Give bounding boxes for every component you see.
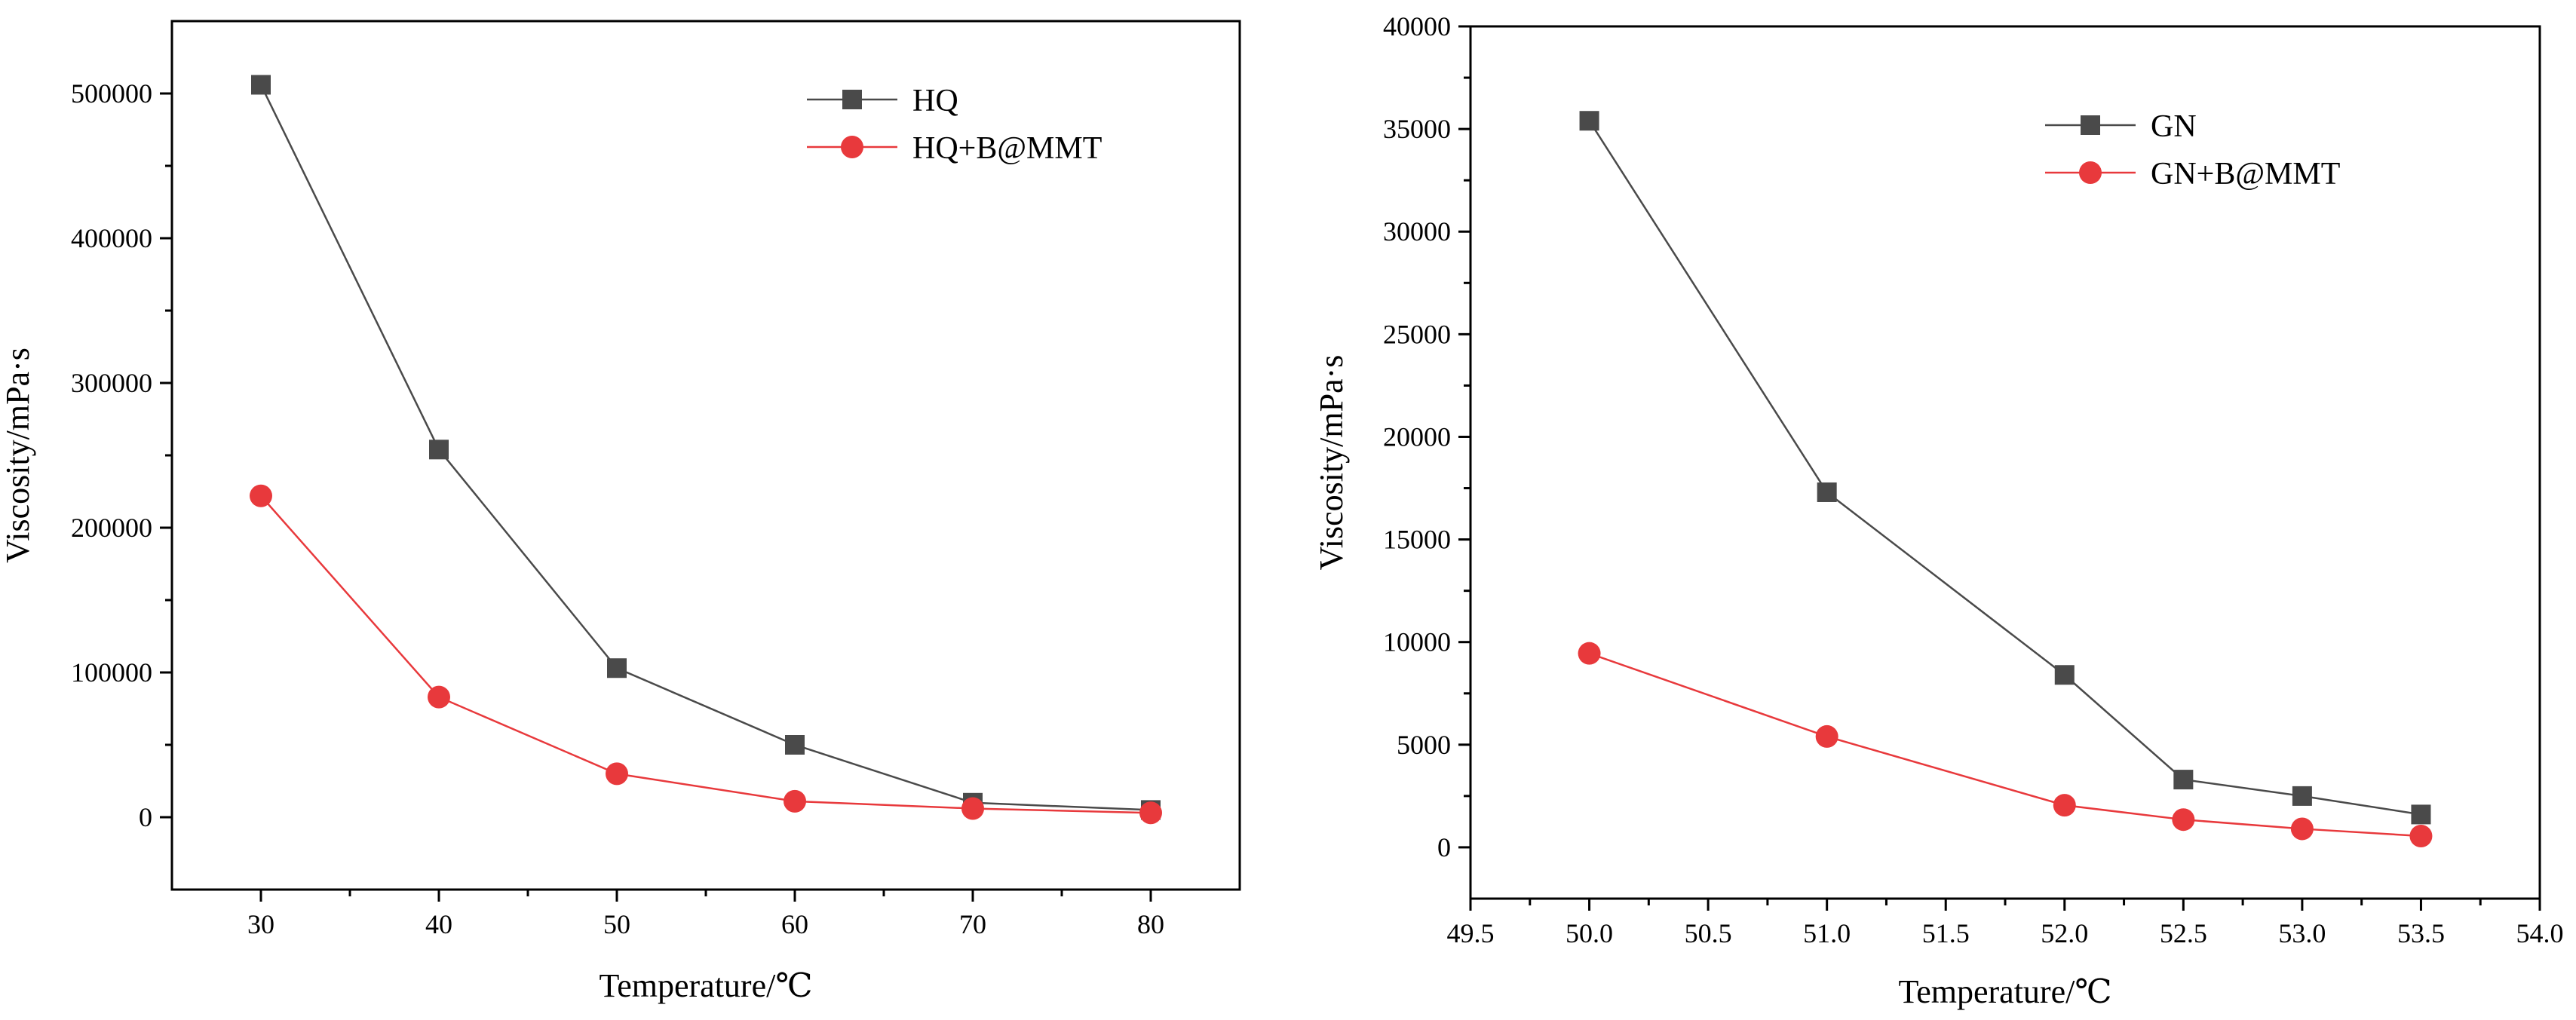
y-tick-label: 35000 bbox=[1383, 114, 1451, 144]
legend-label-gn: GN bbox=[2151, 109, 2197, 144]
x-tick-label: 80 bbox=[1137, 909, 1164, 939]
legend-label-hq: HQ bbox=[912, 84, 958, 118]
legend-marker-hq-b-mmt bbox=[841, 136, 863, 158]
x-tick-label: 49.5 bbox=[1447, 918, 1495, 948]
data-point-gn-b-mmt bbox=[1578, 642, 1601, 665]
y-axis-title: Viscosity/mPa·s bbox=[1313, 355, 1350, 571]
x-tick-label: 70 bbox=[959, 909, 986, 939]
x-tick-label: 54.0 bbox=[2516, 918, 2564, 948]
data-point-hq-b-mmt bbox=[784, 789, 806, 813]
x-tick-label: 53.5 bbox=[2397, 918, 2445, 948]
plot-frame bbox=[1469, 25, 2541, 900]
y-tick-label: 0 bbox=[1437, 832, 1451, 862]
y-tick-label: 100000 bbox=[71, 657, 152, 688]
x-axis-title: Temperature/℃ bbox=[1898, 973, 2111, 1010]
data-point-hq bbox=[429, 440, 449, 460]
data-point-gn-b-mmt bbox=[2172, 808, 2195, 832]
series-line-gn bbox=[1588, 120, 2421, 816]
data-point-gn-b-mmt bbox=[2290, 817, 2314, 841]
data-point-gn bbox=[2292, 786, 2312, 806]
y-axis-title: Viscosity/mPa·s bbox=[0, 348, 36, 563]
data-point-gn bbox=[2411, 804, 2431, 825]
y-tick-label: 10000 bbox=[1383, 627, 1451, 657]
data-point-gn-b-mmt bbox=[1815, 724, 1838, 748]
chart-gn-viscosity: 49.5 50.0 50.5 51.0 51.5 52.0 52.5 53.0 53.5 54.0… bbox=[1313, 11, 2564, 1010]
y-tick-label: 200000 bbox=[71, 513, 152, 543]
data-point-hq-b-mmt bbox=[428, 685, 450, 709]
data-point-gn bbox=[1817, 482, 1837, 502]
series-line-hq-b-mmt bbox=[260, 495, 1152, 814]
legend-marker-hq bbox=[842, 90, 862, 109]
y-tick-label: 20000 bbox=[1383, 421, 1451, 452]
legend-marker-gn bbox=[2081, 115, 2100, 135]
chart-hq-viscosity: 30 40 50 60 70 80 0 100000 200000 300000 400000 500… bbox=[0, 20, 1241, 1004]
data-point-gn-b-mmt bbox=[2409, 824, 2433, 847]
y-tick-label: 300000 bbox=[71, 368, 152, 398]
data-point-hq-b-mmt bbox=[1139, 801, 1162, 825]
x-tick-label: 52.0 bbox=[2041, 918, 2088, 948]
x-tick-label: 50.0 bbox=[1566, 918, 1613, 948]
series-line-hq bbox=[259, 84, 1152, 811]
data-point-gn-b-mmt bbox=[2053, 794, 2076, 817]
y-tick-label: 500000 bbox=[71, 78, 152, 109]
x-tick-label: 52.5 bbox=[2160, 918, 2207, 948]
data-point-gn bbox=[1579, 111, 1599, 131]
y-tick-label: 30000 bbox=[1383, 216, 1451, 247]
data-point-hq-b-mmt bbox=[250, 484, 272, 507]
x-tick-label: 51.5 bbox=[1922, 918, 1970, 948]
y-tick-label: 25000 bbox=[1383, 319, 1451, 349]
series-line-gn-b-mmt bbox=[1589, 652, 2421, 838]
legend-marker-gn-b-mmt bbox=[2079, 161, 2102, 184]
x-tick-label: 40 bbox=[425, 909, 452, 939]
y-tick-label: 15000 bbox=[1383, 525, 1451, 555]
data-point-hq bbox=[785, 735, 805, 755]
x-tick-label: 50 bbox=[603, 909, 630, 939]
data-point-hq-b-mmt bbox=[961, 797, 984, 820]
data-point-hq bbox=[607, 658, 627, 678]
x-tick-label: 50.5 bbox=[1685, 918, 1732, 948]
x-tick-label: 30 bbox=[247, 909, 274, 939]
data-point-hq-b-mmt bbox=[606, 762, 628, 786]
legend-label-hq-b-mmt: HQ+B@MMT bbox=[912, 131, 1102, 166]
data-point-hq bbox=[251, 75, 271, 95]
y-tick-label: 5000 bbox=[1397, 730, 1451, 760]
y-tick-label: 0 bbox=[139, 802, 152, 832]
x-tick-label: 60 bbox=[781, 909, 808, 939]
x-tick-label: 53.0 bbox=[2278, 918, 2326, 948]
data-point-gn bbox=[2173, 770, 2194, 790]
x-axis-title: Temperature/℃ bbox=[599, 967, 812, 1004]
legend-label-gn-b-mmt: GN+B@MMT bbox=[2151, 157, 2340, 191]
y-tick-label: 400000 bbox=[71, 223, 152, 253]
y-tick-label: 40000 bbox=[1383, 11, 1451, 41]
data-point-gn bbox=[2054, 665, 2075, 685]
x-tick-label: 51.0 bbox=[1803, 918, 1851, 948]
